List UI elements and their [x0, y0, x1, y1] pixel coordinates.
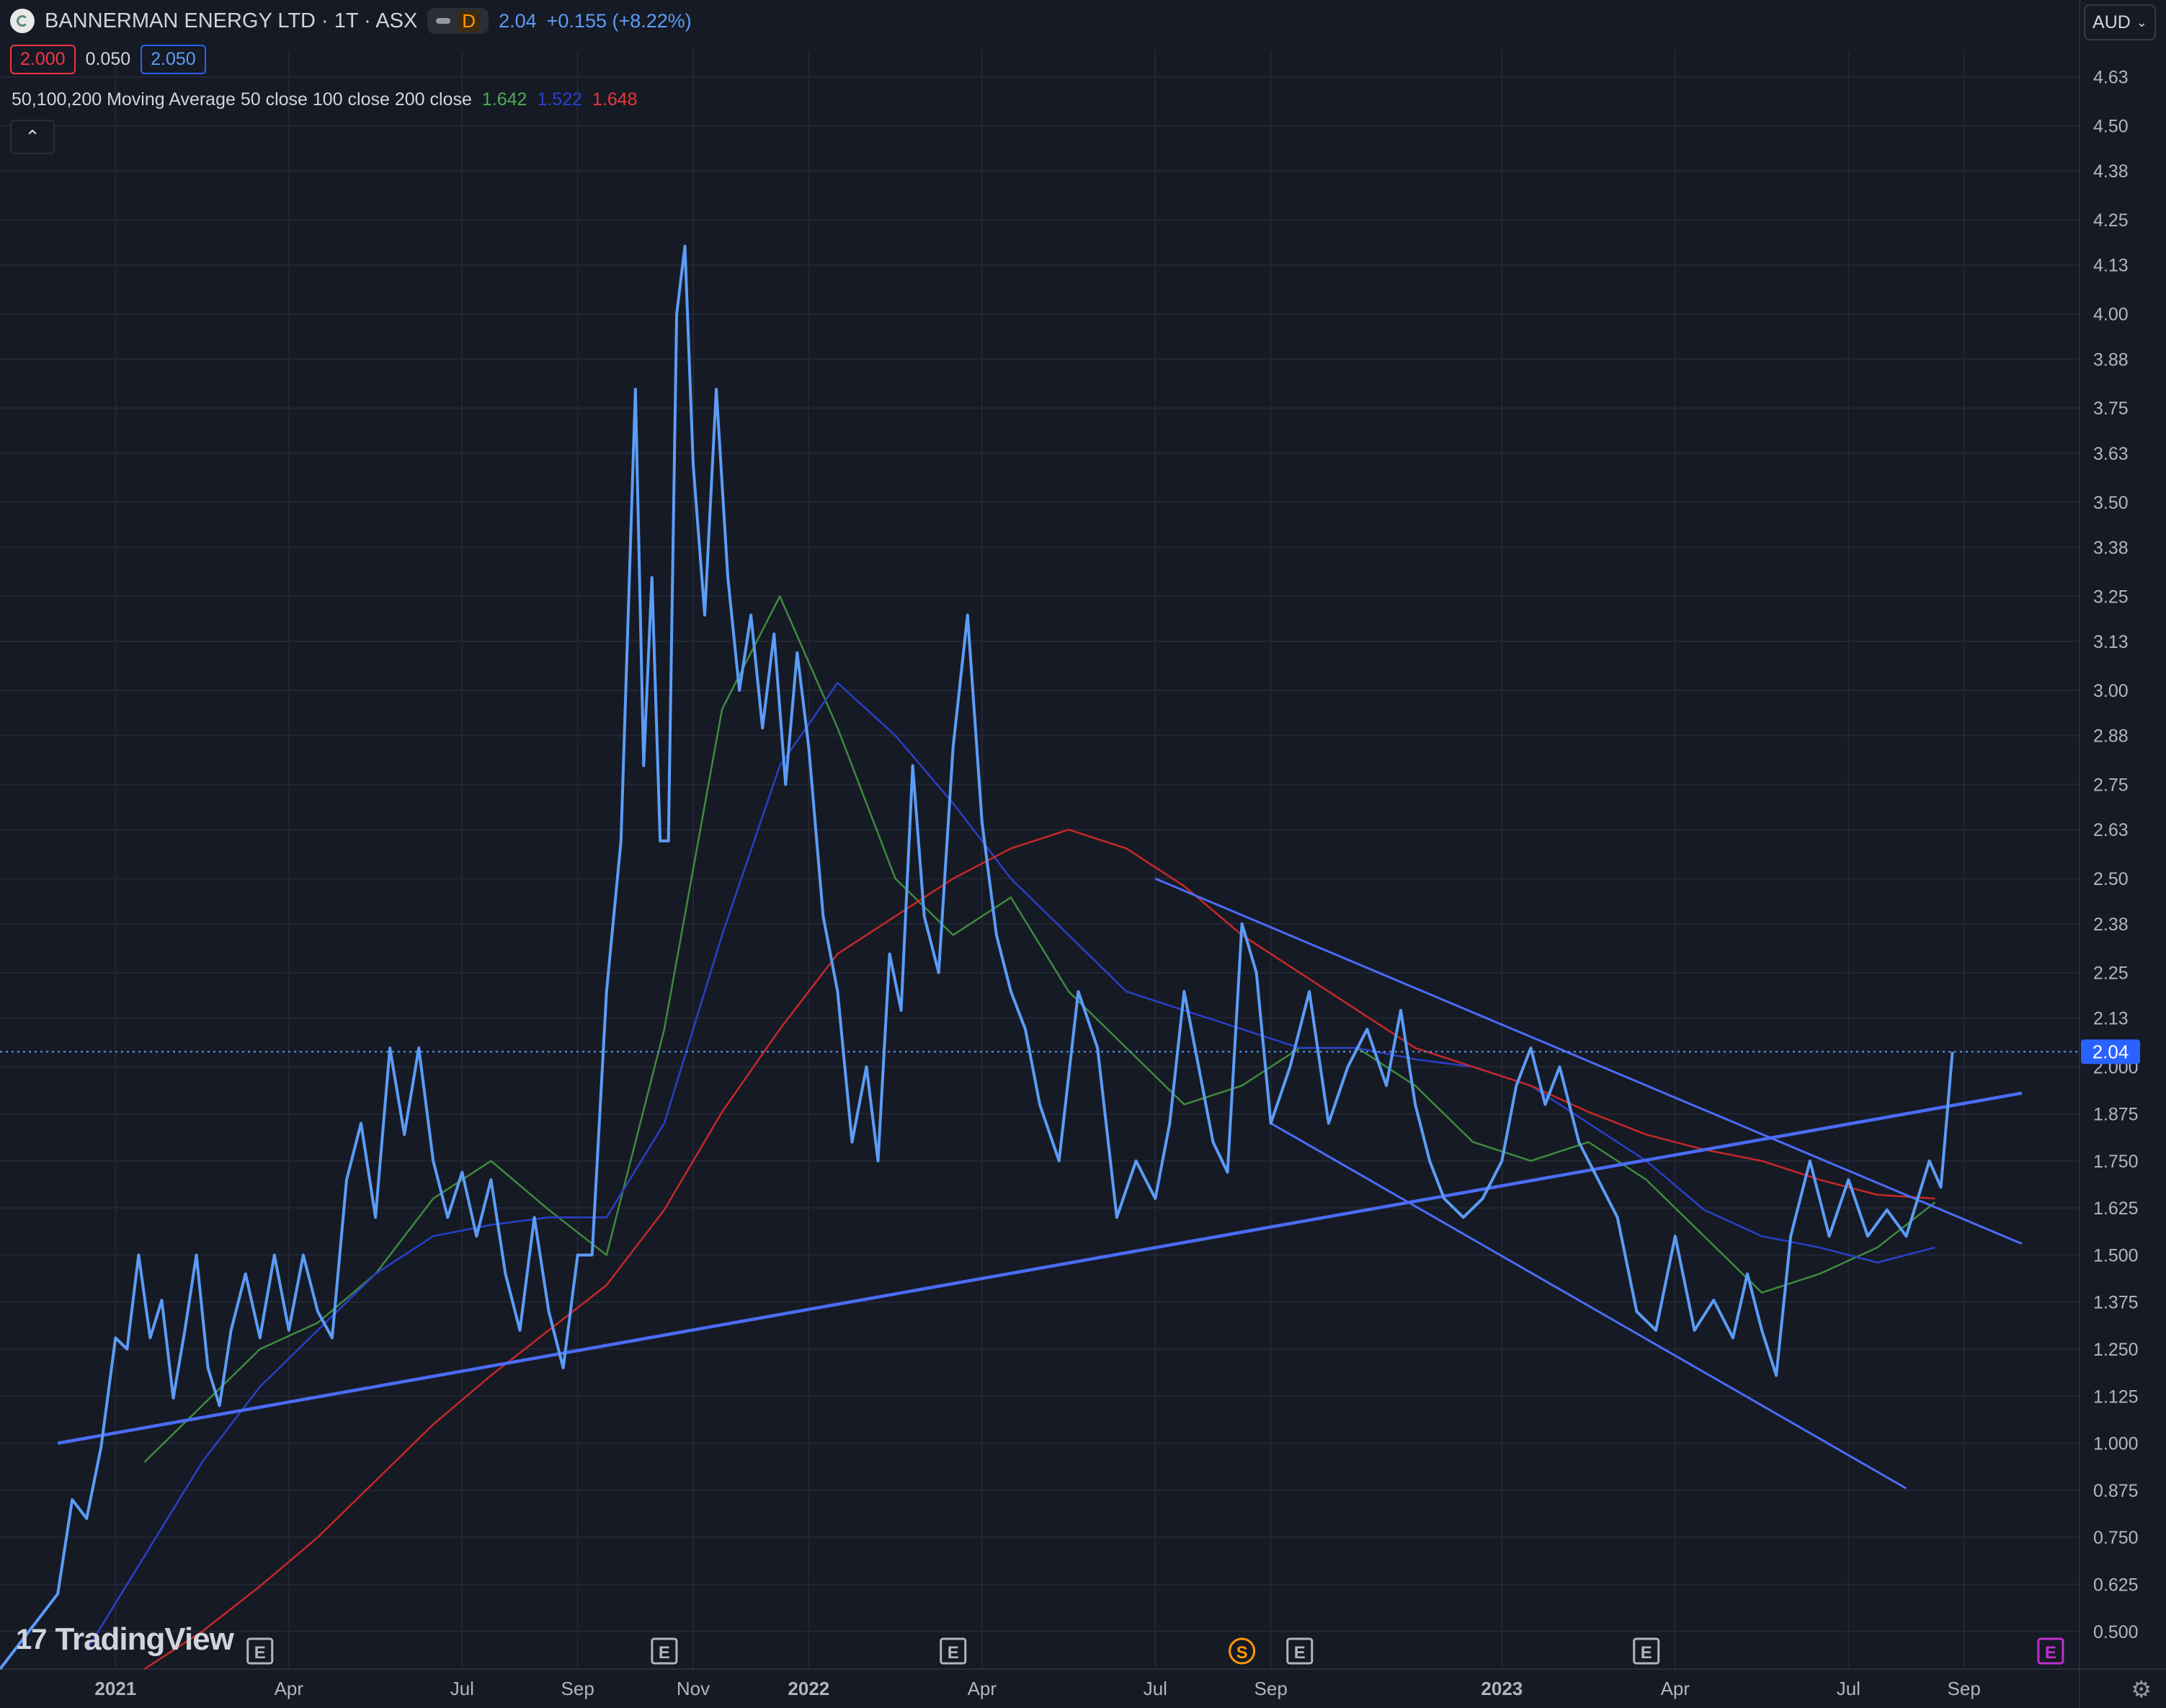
- quote-box: 2.000 0.050 2.050: [10, 45, 206, 74]
- chart-header: BANNERMAN ENERGY LTD · 1T · ASX D 2.04 +…: [10, 6, 692, 36]
- interval-badge: D: [458, 9, 481, 32]
- y-tick-label: 0.625: [2093, 1575, 2139, 1595]
- y-tick-label: 1.625: [2093, 1198, 2139, 1219]
- price-line[interactable]: [0, 244, 1954, 1671]
- settings-gear-icon[interactable]: ⚙: [2131, 1676, 2152, 1702]
- minus-icon: [436, 18, 451, 24]
- y-tick-label: 1.000: [2093, 1434, 2139, 1454]
- y-tick-label: 0.750: [2093, 1528, 2139, 1548]
- y-tick-label: 4.13: [2093, 256, 2129, 276]
- ma200-line[interactable]: [143, 828, 1935, 1671]
- bid-button[interactable]: 2.000: [10, 45, 76, 74]
- currency-select[interactable]: AUD ⌄: [2084, 4, 2156, 40]
- market-status-pill[interactable]: D: [427, 8, 489, 34]
- tradingview-logo[interactable]: 17 TradingView: [16, 1622, 234, 1658]
- y-tick-label: 4.25: [2093, 210, 2129, 231]
- event-marker-label: S: [1236, 1643, 1248, 1663]
- symbol-logo-icon: [10, 9, 35, 33]
- y-tick-label: 2.25: [2093, 964, 2129, 984]
- x-tick-label: Apr: [275, 1678, 304, 1699]
- price-change: +0.155 (+8.22%): [546, 9, 692, 32]
- ma200-value: 1.648: [592, 89, 638, 110]
- ma50-value: 1.642: [481, 89, 527, 110]
- earnings-event-marker[interactable]: E: [1286, 1637, 1314, 1665]
- y-tick-label: 3.75: [2093, 399, 2129, 419]
- ma50-line[interactable]: [143, 595, 1936, 1463]
- y-tick-label: 1.375: [2093, 1293, 2139, 1313]
- y-tick-label: 0.875: [2093, 1481, 2139, 1501]
- brand-name: TradingView: [55, 1622, 234, 1657]
- current-price-label: 2.04: [2093, 1041, 2129, 1062]
- y-tick-label: 4.00: [2093, 305, 2129, 325]
- ma100-value: 1.522: [537, 89, 583, 110]
- x-tick-label: Nov: [677, 1678, 710, 1699]
- y-tick-label: 0.500: [2093, 1622, 2139, 1642]
- x-tick-label: Apr: [968, 1678, 997, 1699]
- chevron-down-icon: ⌄: [2136, 14, 2147, 30]
- earnings-event-marker[interactable]: E: [2037, 1637, 2064, 1665]
- y-tick-label: 1.750: [2093, 1152, 2139, 1172]
- y-tick-label: 3.13: [2093, 632, 2129, 652]
- ma-legend[interactable]: 50,100,200 Moving Average 50 close 100 c…: [12, 89, 638, 110]
- chevron-up-icon: ⌃: [24, 125, 40, 148]
- x-tick-label: Sep: [1948, 1678, 1981, 1699]
- y-tick-label: 2.38: [2093, 915, 2129, 935]
- y-tick-label: 2.13: [2093, 1008, 2129, 1028]
- y-tick-label: 3.50: [2093, 493, 2129, 513]
- last-price: 2.04: [499, 9, 537, 32]
- ma100-line[interactable]: [86, 682, 1935, 1651]
- earnings-event-marker[interactable]: E: [651, 1637, 678, 1665]
- y-tick-label: 4.50: [2093, 116, 2129, 136]
- y-tick-label: 3.38: [2093, 538, 2129, 558]
- y-tick-label: 3.00: [2093, 681, 2129, 701]
- event-marker-label: E: [659, 1643, 670, 1663]
- y-tick-label: 1.125: [2093, 1387, 2139, 1407]
- x-tick-label: Jul: [1144, 1678, 1167, 1699]
- y-tick-label: 1.500: [2093, 1245, 2139, 1266]
- trendline-support[interactable]: [57, 1091, 2023, 1445]
- ask-button[interactable]: 2.050: [141, 45, 206, 74]
- y-tick-label: 3.88: [2093, 350, 2129, 370]
- y-tick-label: 4.38: [2093, 161, 2129, 182]
- x-tick-label: 2023: [1481, 1678, 1523, 1699]
- currency-label: AUD: [2093, 12, 2131, 32]
- event-marker-label: E: [2045, 1643, 2056, 1663]
- earnings-event-marker[interactable]: E: [940, 1637, 967, 1665]
- symbol-title[interactable]: BANNERMAN ENERGY LTD · 1T · ASX: [45, 9, 418, 32]
- y-tick-label: 2.88: [2093, 726, 2129, 747]
- x-tick-label: Sep: [1254, 1678, 1288, 1699]
- y-tick-label: 3.25: [2093, 587, 2129, 607]
- x-tick-label: 2022: [788, 1678, 829, 1699]
- x-tick-label: Jul: [1837, 1678, 1860, 1699]
- x-tick-label: Jul: [450, 1678, 474, 1699]
- event-marker-label: E: [1641, 1643, 1652, 1663]
- y-tick-label: 2.50: [2093, 869, 2129, 889]
- event-marker-label: E: [1294, 1643, 1306, 1663]
- y-tick-label: 2.75: [2093, 775, 2129, 796]
- collapse-legend-button[interactable]: ⌃: [10, 120, 55, 154]
- split-event-marker[interactable]: S: [1229, 1637, 1256, 1665]
- y-tick-label: 2.63: [2093, 820, 2129, 840]
- trendline-channel-upper[interactable]: [1154, 877, 2023, 1245]
- trendline-channel-lower[interactable]: [1270, 1122, 1907, 1490]
- x-tick-label: Apr: [1661, 1678, 1690, 1699]
- event-marker-label: E: [254, 1643, 266, 1663]
- y-tick-label: 4.63: [2093, 68, 2129, 88]
- y-tick-label: 1.875: [2093, 1105, 2139, 1125]
- x-tick-label: 2021: [94, 1678, 136, 1699]
- tradingview-mark-icon: 17: [16, 1623, 47, 1655]
- current-price-badge: [2081, 1039, 2140, 1064]
- earnings-event-marker[interactable]: E: [1633, 1637, 1660, 1665]
- ma-legend-label: 50,100,200 Moving Average 50 close 100 c…: [12, 89, 472, 110]
- x-tick-label: Sep: [561, 1678, 594, 1699]
- y-tick-label: 3.63: [2093, 444, 2129, 464]
- y-tick-label: 1.250: [2093, 1340, 2139, 1360]
- earnings-event-marker[interactable]: E: [246, 1637, 274, 1665]
- spread-value: 0.050: [85, 49, 131, 69]
- event-marker-label: E: [948, 1643, 959, 1663]
